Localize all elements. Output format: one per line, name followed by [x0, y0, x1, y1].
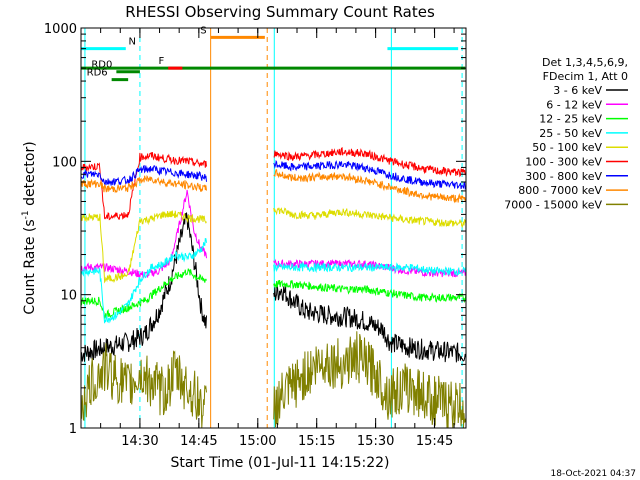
y-tick-label-0: 1	[69, 422, 77, 437]
legend-label-1: 6 - 12 keV	[546, 98, 602, 111]
x-tick-label-0: 14:30	[121, 434, 158, 449]
y-tick-label-3: 1000	[44, 22, 77, 37]
legend: Det 1,3,4,5,6,9,FDecim 1, Att 03 - 6 keV…	[504, 56, 628, 211]
marker-label-s: S	[200, 25, 206, 36]
series-line-7	[80, 169, 467, 204]
marker-label-rd0: RD0	[91, 60, 112, 71]
series-line-8	[80, 331, 467, 429]
chart-title: RHESSI Observing Summary Count Rates	[125, 3, 435, 21]
series-line-2	[80, 268, 467, 319]
legend-label-8: 7000 - 15000 keV	[504, 198, 602, 211]
series-line-0	[80, 212, 467, 363]
marker-label-rd6: RD6	[87, 68, 108, 79]
marker-label-f: F	[158, 56, 164, 67]
x-tick-label-4: 15:30	[357, 434, 394, 449]
x-tick-label-3: 15:15	[298, 434, 335, 449]
x-tick-label-1: 14:45	[180, 434, 217, 449]
x-tick-label-5: 15:45	[416, 434, 453, 449]
legend-header-1: FDecim 1, Att 0	[543, 70, 628, 83]
legend-label-4: 50 - 100 keV	[532, 141, 602, 154]
footer-date: 18-Oct-2021 04:37	[551, 469, 636, 479]
legend-label-0: 3 - 6 keV	[553, 84, 602, 97]
series-line-3	[80, 238, 467, 324]
legend-header-0: Det 1,3,4,5,6,9,	[542, 56, 628, 69]
legend-label-3: 25 - 50 keV	[539, 127, 602, 140]
y-tick-label-2: 100	[52, 155, 77, 170]
y-axis-label: Count Rate (s-1 detector)	[21, 141, 38, 314]
plot-frame	[80, 27, 467, 429]
marker-label-n: N	[128, 37, 135, 48]
legend-label-5: 100 - 300 keV	[525, 156, 602, 169]
legend-label-2: 12 - 25 keV	[539, 113, 602, 126]
y-tick-label-1: 10	[60, 289, 77, 304]
series-line-4	[80, 207, 467, 284]
legend-label-7: 800 - 7000 keV	[518, 184, 602, 197]
x-axis-label: Start Time (01-Jul-11 14:15:22)	[170, 455, 389, 471]
x-tick-label-2: 15:00	[239, 434, 276, 449]
series-line-6	[80, 159, 467, 191]
legend-label-6: 300 - 800 keV	[525, 170, 602, 183]
